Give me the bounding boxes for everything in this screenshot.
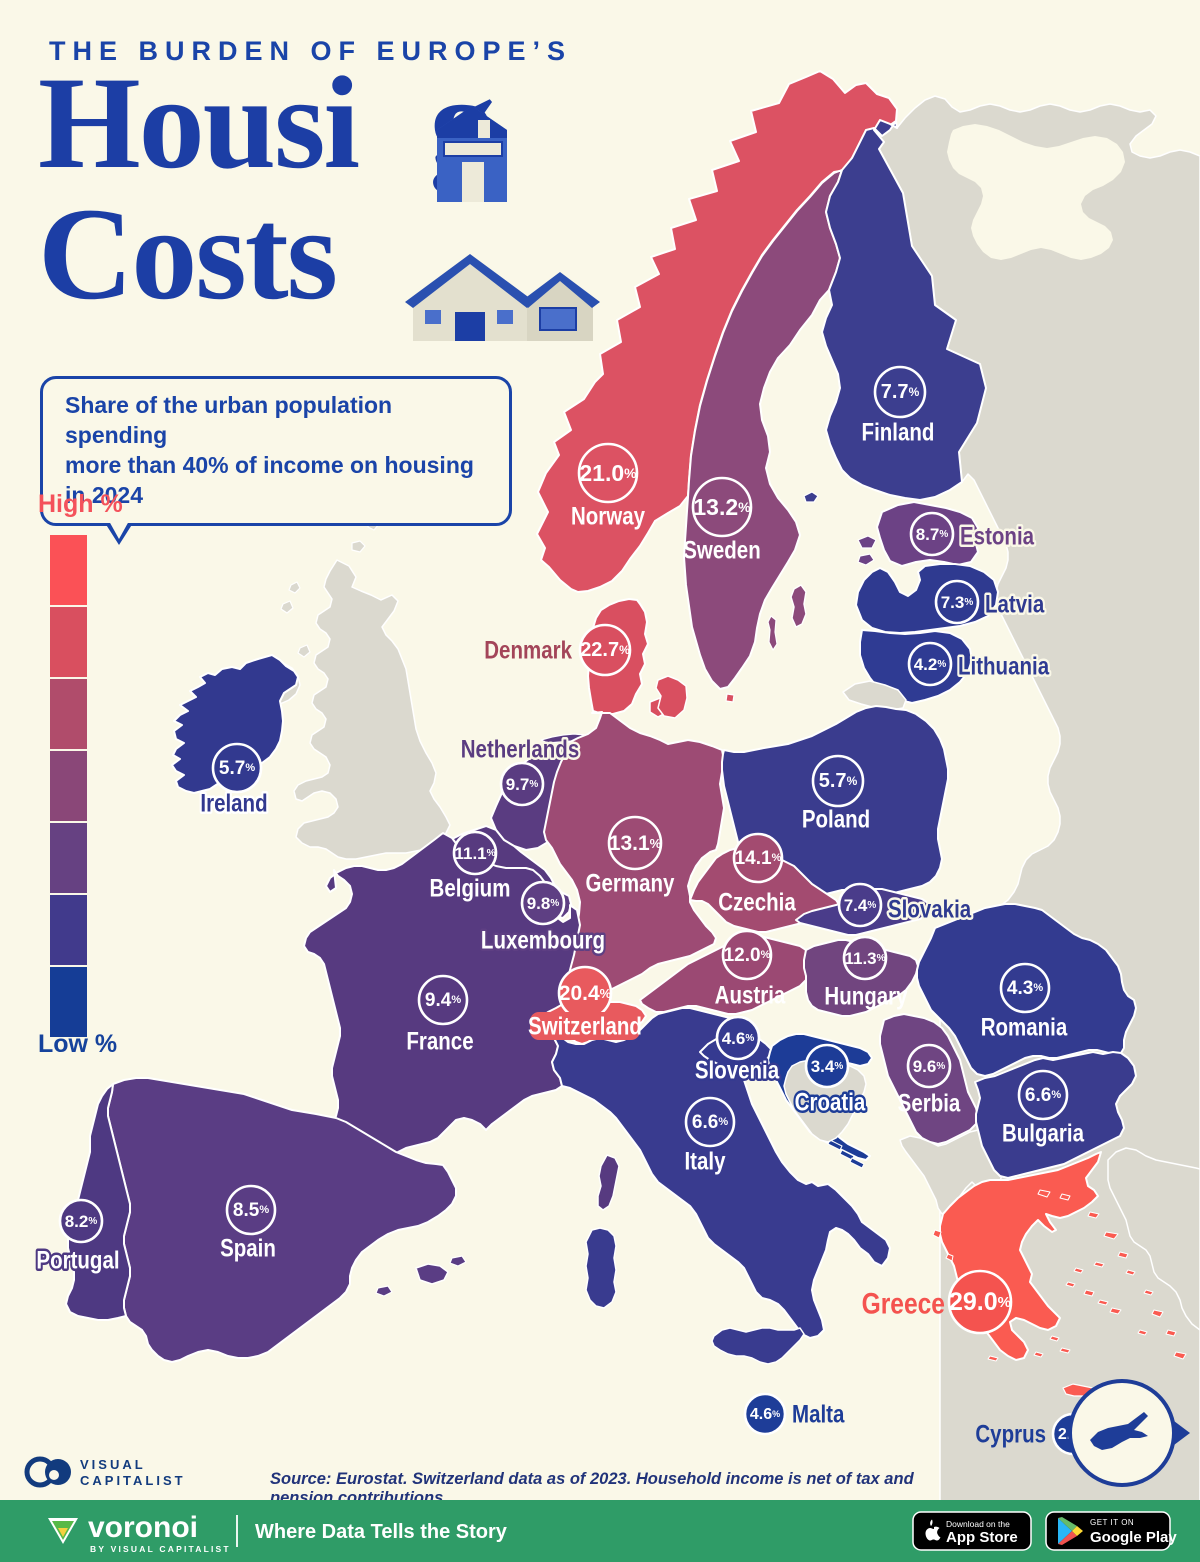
svg-text:App Store: App Store	[946, 1529, 1018, 1546]
svg-text:5.7%: 5.7%	[819, 770, 858, 792]
svg-text:7.3%: 7.3%	[941, 593, 974, 612]
svg-text:5.7%: 5.7%	[219, 758, 255, 779]
svg-text:11.3%: 11.3%	[844, 949, 885, 968]
svg-text:Download on the: Download on the	[946, 1519, 1010, 1529]
svg-text:Serbia: Serbia	[898, 1089, 961, 1117]
svg-text:13.1%: 13.1%	[609, 832, 662, 855]
svg-text:9.6%: 9.6%	[913, 1057, 946, 1076]
svg-text:Hungary: Hungary	[824, 982, 907, 1010]
svg-text:4.6%: 4.6%	[750, 1406, 780, 1423]
svg-text:13.2%: 13.2%	[693, 494, 751, 520]
svg-text:voronoi: voronoi	[88, 1511, 198, 1544]
svg-text:9.7%: 9.7%	[506, 775, 539, 794]
svg-text:CAPITALIST: CAPITALIST	[80, 1473, 186, 1488]
svg-text:Denmark: Denmark	[484, 636, 572, 664]
svg-text:Lithuania: Lithuania	[958, 652, 1049, 680]
svg-text:7.7%: 7.7%	[881, 381, 920, 403]
svg-text:12.0%: 12.0%	[724, 945, 771, 966]
svg-text:Switzerland: Switzerland	[528, 1012, 642, 1040]
svg-text:France: France	[406, 1027, 473, 1055]
svg-text:Malta: Malta	[792, 1400, 845, 1428]
svg-text:4.3%: 4.3%	[1007, 978, 1043, 999]
svg-text:Netherlands: Netherlands	[461, 735, 579, 763]
svg-text:Italy: Italy	[684, 1147, 725, 1175]
svg-text:14.1%: 14.1%	[735, 848, 782, 869]
svg-text:BY VISUAL CAPITALIST: BY VISUAL CAPITALIST	[90, 1544, 231, 1554]
svg-text:9.4%: 9.4%	[425, 990, 461, 1011]
svg-text:Norway: Norway	[571, 502, 645, 530]
svg-text:7.4%: 7.4%	[844, 896, 877, 915]
svg-text:Latvia: Latvia	[985, 590, 1045, 618]
svg-text:Finland: Finland	[862, 418, 935, 446]
svg-text:Sweden: Sweden	[683, 536, 760, 564]
svg-text:Romania: Romania	[981, 1013, 1068, 1041]
svg-text:Belgium: Belgium	[430, 874, 511, 902]
svg-text:Ireland: Ireland	[200, 789, 267, 817]
svg-text:Cyprus: Cyprus	[975, 1420, 1046, 1448]
svg-text:Spain: Spain	[220, 1234, 276, 1262]
svg-text:Austria: Austria	[715, 981, 786, 1009]
svg-text:Estonia: Estonia	[960, 522, 1034, 550]
svg-text:Croatia: Croatia	[795, 1088, 866, 1116]
svg-text:Portugal: Portugal	[36, 1246, 119, 1274]
svg-text:Czechia: Czechia	[718, 888, 796, 916]
svg-text:21.0%: 21.0%	[579, 460, 637, 486]
svg-text:Slovakia: Slovakia	[888, 895, 971, 923]
svg-text:GET IT ON: GET IT ON	[1090, 1518, 1134, 1527]
svg-text:Luxembourg: Luxembourg	[481, 926, 605, 954]
svg-text:20.4%: 20.4%	[559, 982, 612, 1005]
svg-text:Where Data Tells the Story: Where Data Tells the Story	[255, 1521, 508, 1543]
svg-text:8.7%: 8.7%	[916, 525, 949, 544]
svg-text:9.8%: 9.8%	[527, 894, 560, 913]
svg-text:Google Play: Google Play	[1090, 1529, 1177, 1546]
svg-text:4.2%: 4.2%	[914, 655, 947, 674]
svg-text:29.0%: 29.0%	[949, 1288, 1011, 1316]
svg-text:3.4%: 3.4%	[811, 1057, 844, 1076]
svg-text:Greece: Greece	[862, 1286, 945, 1320]
svg-text:6.6%: 6.6%	[692, 1112, 728, 1133]
svg-text:VISUAL: VISUAL	[80, 1457, 146, 1472]
svg-text:6.6%: 6.6%	[1025, 1085, 1061, 1106]
svg-text:Bulgaria: Bulgaria	[1002, 1119, 1084, 1147]
svg-text:8.5%: 8.5%	[233, 1200, 269, 1221]
svg-text:8.2%: 8.2%	[65, 1212, 98, 1231]
svg-text:Poland: Poland	[802, 805, 870, 833]
svg-text:11.1%: 11.1%	[454, 844, 495, 863]
svg-text:4.6%: 4.6%	[722, 1029, 755, 1048]
svg-text:22.7%: 22.7%	[580, 639, 630, 661]
svg-text:Germany: Germany	[586, 869, 675, 897]
svg-text:Slovenia: Slovenia	[695, 1056, 780, 1084]
